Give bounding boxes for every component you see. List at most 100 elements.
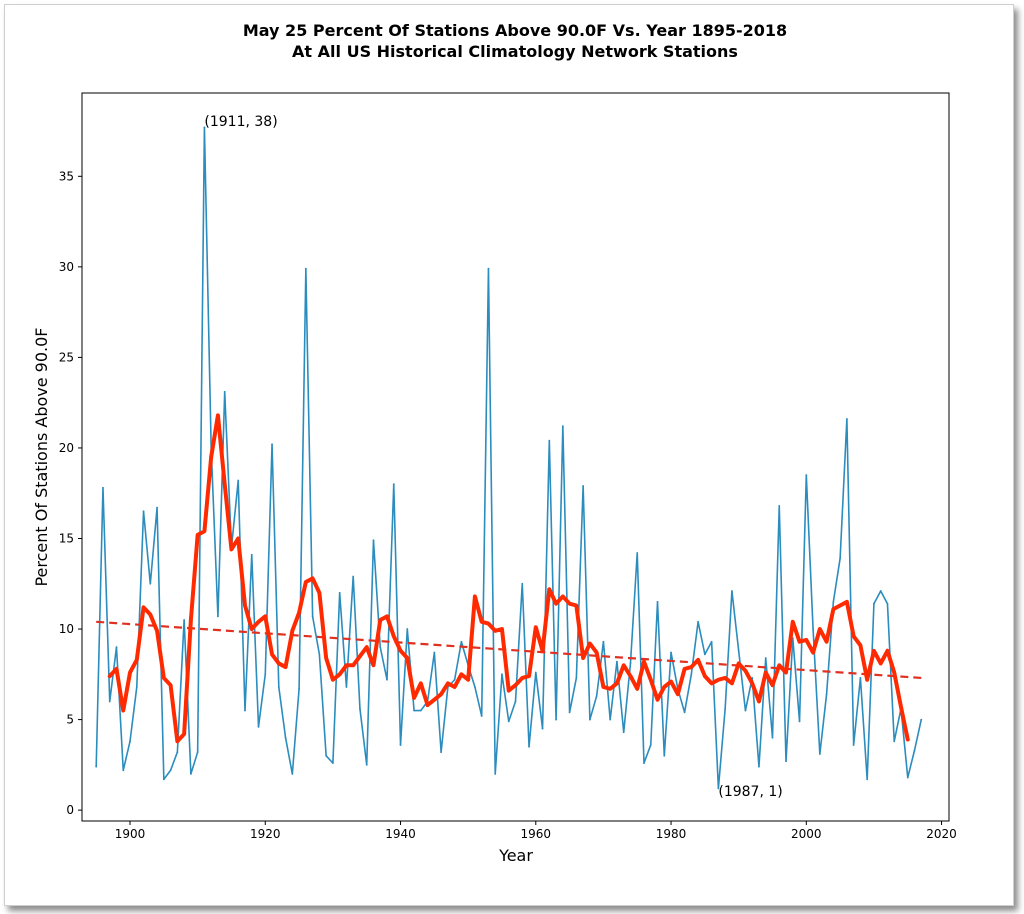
data-point-annual-1977 [649,744,652,746]
x-tick-label-1960: 1960 [521,827,552,841]
data-point-annual-1936 [372,539,375,542]
data-point-annual-2015 [906,776,909,779]
data-point-annual-1920 [264,673,267,676]
data-point-annual-1897 [108,700,111,703]
data-point-annual-2007 [852,744,855,746]
data-point-annual-1904 [156,506,158,509]
data-point-annual-1919 [257,725,260,728]
data-point-annual-2008 [859,677,862,679]
data-point-annual-1975 [636,552,639,554]
data-point-annual-1926 [304,267,307,270]
data-point-annual-1959 [528,745,530,748]
data-point-annual-1921 [271,443,273,446]
y-tick-label-5: 5 [66,713,74,727]
data-point-annual-1963 [555,718,557,721]
data-point-annual-1910 [196,751,199,754]
data-point-annual-1925 [298,687,300,690]
data-point-annual-2002 [818,753,821,755]
x-tick-label-2000: 2000 [791,827,822,841]
data-point-annual-1999 [798,720,801,723]
data-point-annual-1937 [379,646,382,649]
data-point-annual-1918 [250,553,253,556]
data-point-annual-1913 [217,615,219,618]
data-point-annual-1906 [169,769,172,772]
annotation-label-1: (1911, 38) [204,114,277,130]
data-point-annual-1983 [690,673,693,676]
y-axis-label: Percent Of Stations Above 90.0F [32,327,51,586]
data-point-annual-1969 [595,695,598,697]
data-point-annual-2011 [879,590,882,592]
data-point-annual-2010 [873,602,875,605]
data-point-annual-1932 [345,686,348,688]
data-point-annual-2012 [886,602,889,605]
data-point-annual-1930 [332,762,334,764]
data-point-annual-1957 [514,700,517,703]
data-point-annual-1974 [629,662,632,665]
data-point-annual-1965 [568,711,571,714]
y-tick-label-35: 35 [59,169,74,183]
data-point-annual-1934 [359,707,361,710]
plot-area [81,92,950,822]
data-point-annual-1896 [102,486,104,489]
y-tick-label-0: 0 [66,803,74,817]
data-point-annual-1895 [95,765,98,768]
data-point-annual-1924 [291,773,294,775]
data-point-annual-1980 [670,651,672,654]
data-point-annual-2006 [845,418,848,420]
data-point-annual-1988 [724,707,727,710]
data-point-annual-2005 [839,557,842,560]
x-tick-label-1920: 1920 [250,827,281,841]
data-point-annual-1917 [244,709,246,712]
data-point-annual-1994 [764,657,767,659]
data-point-annual-1984 [697,620,699,623]
data-point-annual-1990 [737,649,740,652]
x-tick-label-1980: 1980 [656,827,687,841]
data-point-annual-2013 [893,740,896,743]
data-point-annual-1964 [561,425,564,428]
data-point-annual-1939 [392,483,395,486]
data-point-annual-1931 [338,591,341,594]
data-point-annual-1960 [534,671,537,674]
data-point-annual-1968 [588,718,591,721]
data-point-annual-1951 [474,686,476,688]
data-point-annual-1901 [135,686,138,688]
data-point-annual-1911 [203,126,206,129]
data-point-annual-1995 [771,736,774,739]
data-point-annual-1903 [149,582,152,585]
data-point-annual-1997 [785,760,787,763]
data-point-annual-2001 [812,628,814,630]
data-point-annual-1986 [710,640,713,643]
y-tick-label-25: 25 [59,350,74,364]
data-point-annual-1928 [318,653,321,656]
data-point-annual-1922 [277,686,280,688]
data-point-annual-1956 [507,720,510,723]
data-point-annual-1899 [122,769,125,772]
data-point-annual-1940 [399,744,402,746]
data-point-annual-1966 [575,677,578,679]
data-point-annual-1902 [142,510,145,513]
data-point-annual-1945 [433,651,436,654]
data-point-annual-1962 [548,439,551,442]
data-point-annual-1914 [223,390,226,393]
data-point-annual-1946 [440,751,443,754]
data-point-annual-1907 [176,751,179,754]
data-point-annual-1996 [778,505,781,507]
annotations-layer: (1911, 38) (1987, 1) [204,114,782,800]
annotation-label-2: (1987, 1) [718,784,782,800]
data-point-annual-1929 [325,754,328,757]
y-tick-label-15: 15 [59,531,74,545]
data-point-annual-1905 [162,778,165,781]
data-point-annual-1909 [189,773,192,775]
data-point-annual-1985 [703,653,706,656]
data-point-annual-1993 [758,765,760,768]
data-point-annual-1943 [419,709,422,712]
x-tick-label-1940: 1940 [385,827,416,841]
data-point-annual-1952 [480,715,483,717]
data-point-annual-1979 [663,754,666,757]
data-point-annual-1900 [129,740,131,743]
data-point-annual-1935 [365,763,368,766]
x-axis-label: Year [498,846,533,865]
x-axis: 1900 1920 1940 1960 1980 2000 2020 [115,821,957,841]
data-point-annual-1949 [460,640,463,643]
